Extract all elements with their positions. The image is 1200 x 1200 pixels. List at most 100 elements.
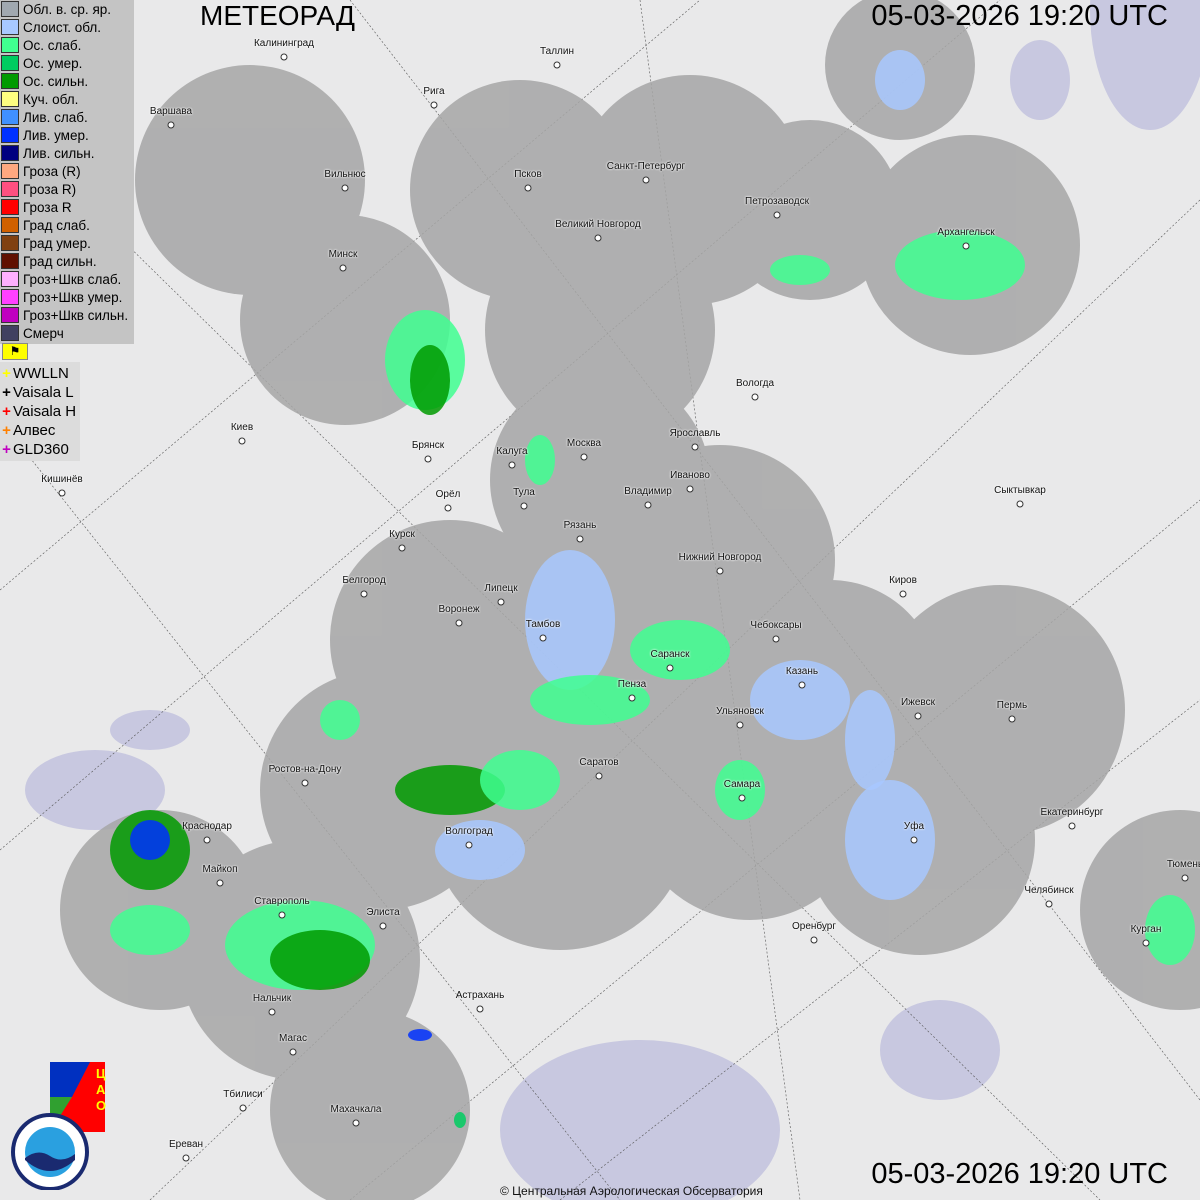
city-label: Белгород bbox=[342, 575, 386, 586]
city-label: Калининград bbox=[253, 38, 315, 49]
lightning-source-label: Vaisala L bbox=[13, 384, 74, 401]
legend-item: Обл. в. ср. яр. bbox=[1, 0, 134, 18]
water-body bbox=[880, 1000, 1000, 1100]
precipitation-echo bbox=[630, 620, 730, 680]
city-label: Астрахань bbox=[455, 990, 505, 1001]
lightning-source-label: GLD360 bbox=[13, 441, 69, 458]
city-label: Оренбург bbox=[791, 921, 837, 932]
precipitation-echo bbox=[270, 930, 370, 990]
legend-label: Куч. обл. bbox=[23, 91, 79, 107]
city-marker-icon bbox=[524, 184, 532, 192]
cross-icon: + bbox=[2, 422, 11, 439]
city-label: Курган bbox=[1130, 924, 1162, 935]
city-label: Владимир bbox=[624, 486, 672, 497]
legend-label: Ос. умер. bbox=[23, 55, 83, 71]
legend-item: Лив. сильн. bbox=[1, 144, 134, 162]
city-marker-icon bbox=[580, 453, 588, 461]
cao-logo: Ц А О bbox=[50, 1062, 106, 1132]
city-label: Великий Новгород bbox=[555, 219, 641, 230]
roshydromet-logo bbox=[11, 1113, 89, 1191]
city-label: Петрозаводск bbox=[745, 196, 809, 207]
city-label: Калуга bbox=[496, 446, 528, 457]
city-label: Махачкала bbox=[330, 1104, 382, 1115]
legend-label: Лив. слаб. bbox=[23, 109, 88, 125]
water-body bbox=[1090, 0, 1200, 130]
city-marker-icon bbox=[576, 535, 584, 543]
city-label: Орёл bbox=[435, 489, 461, 500]
svg-text:А: А bbox=[96, 1082, 106, 1097]
city-marker-icon bbox=[182, 1154, 190, 1162]
legend-swatch bbox=[1, 289, 19, 305]
water-body bbox=[110, 710, 190, 750]
city-label: Ижевск bbox=[900, 697, 936, 708]
city-marker-icon bbox=[962, 242, 970, 250]
city-marker-icon bbox=[465, 841, 473, 849]
city-label: Брянск bbox=[411, 440, 445, 451]
city-marker-icon bbox=[268, 1008, 276, 1016]
city-label: Уфа bbox=[903, 821, 925, 832]
city-marker-icon bbox=[339, 264, 347, 272]
city-marker-icon bbox=[379, 922, 387, 930]
legend-swatch bbox=[1, 19, 19, 35]
lightning-source-item: + GLD360 bbox=[0, 440, 80, 459]
legend-item: Гроз+Шкв слаб. bbox=[1, 270, 134, 288]
lightning-toggle-button[interactable]: ⚑ bbox=[2, 343, 28, 360]
legend-swatch bbox=[1, 145, 19, 161]
city-label: Минск bbox=[328, 249, 358, 260]
svg-text:О: О bbox=[96, 1098, 106, 1113]
legend-label: Гроза R) bbox=[23, 181, 77, 197]
precipitation-echo bbox=[1145, 895, 1195, 965]
precipitation-echo bbox=[845, 690, 895, 790]
city-marker-icon bbox=[691, 443, 699, 451]
precipitation-echo bbox=[408, 1029, 432, 1041]
city-label: Ставрополь bbox=[254, 896, 310, 907]
city-marker-icon bbox=[455, 619, 463, 627]
svg-text:Ц: Ц bbox=[96, 1066, 106, 1081]
radar-coverage bbox=[60, 0, 1200, 1200]
city-marker-icon bbox=[497, 598, 505, 606]
city-marker-icon bbox=[772, 635, 780, 643]
city-marker-icon bbox=[424, 455, 432, 463]
city-label: Архангельск bbox=[937, 227, 995, 238]
city-label: Иваново bbox=[670, 470, 710, 481]
city-marker-icon bbox=[360, 590, 368, 598]
city-label: Вильнюс bbox=[324, 169, 366, 180]
city-marker-icon bbox=[341, 184, 349, 192]
logos: Ц А О bbox=[10, 1060, 110, 1195]
lightning-source-label: Алвес bbox=[13, 422, 56, 439]
legend-swatch bbox=[1, 181, 19, 197]
city-marker-icon bbox=[1016, 500, 1024, 508]
precipitation-echo bbox=[715, 760, 765, 820]
city-label: Нижний Новгород bbox=[678, 552, 762, 563]
precipitation-echo bbox=[770, 255, 830, 285]
city-marker-icon bbox=[289, 1048, 297, 1056]
city-label: Ростов-на-Дону bbox=[268, 764, 342, 775]
city-marker-icon bbox=[899, 590, 907, 598]
timestamp-bottom: 05-03-2026 19:20 UTC bbox=[871, 1158, 1168, 1190]
city-marker-icon bbox=[520, 502, 528, 510]
city-marker-icon bbox=[686, 485, 694, 493]
precipitation-echo bbox=[895, 230, 1025, 300]
city-marker-icon bbox=[167, 121, 175, 129]
lightning-source-item: + WWLLN bbox=[0, 364, 80, 383]
lightning-source-item: + Алвес bbox=[0, 421, 80, 440]
legend-swatch bbox=[1, 163, 19, 179]
city-label: Псков bbox=[514, 169, 542, 180]
legend-swatch bbox=[1, 37, 19, 53]
city-marker-icon bbox=[444, 504, 452, 512]
lightning-source-label: WWLLN bbox=[13, 365, 69, 382]
radar-coverage-circle bbox=[720, 120, 900, 300]
legend-label: Град слаб. bbox=[23, 217, 90, 233]
city-marker-icon bbox=[239, 1104, 247, 1112]
legend-swatch bbox=[1, 253, 19, 269]
legend: Обл. в. ср. яр. Слоист. обл. Ос. слаб. Ос. … bbox=[0, 0, 134, 344]
precipitation-echo bbox=[525, 550, 615, 690]
legend-item: Смерч bbox=[1, 324, 134, 342]
city-label: Вологда bbox=[735, 378, 775, 389]
lightning-source-label: Vaisala H bbox=[13, 403, 77, 420]
city-marker-icon bbox=[430, 101, 438, 109]
flag-icon: ⚑ bbox=[9, 344, 21, 358]
legend-item: Куч. обл. bbox=[1, 90, 134, 108]
legend-swatch bbox=[1, 235, 19, 251]
